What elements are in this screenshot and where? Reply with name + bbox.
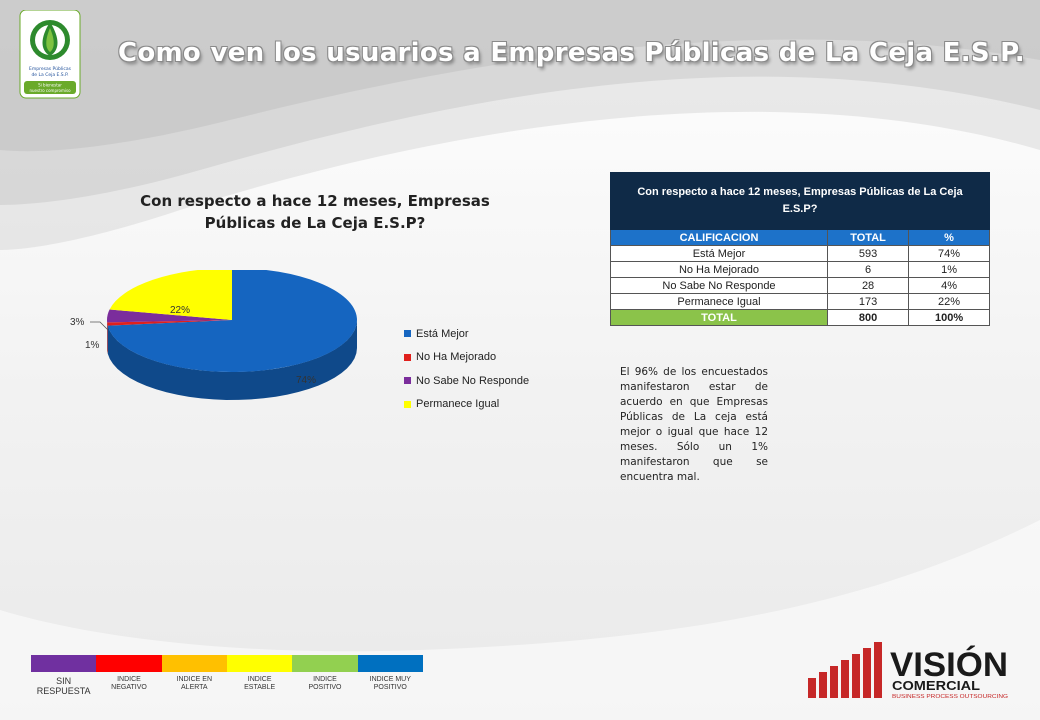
logo-text-2: de La Ceja E.S.P. xyxy=(31,72,68,78)
scale-item: SIN RESPUESTA xyxy=(31,655,97,696)
scale-label: SIN RESPUESTA xyxy=(36,676,91,696)
row-percent: 4% xyxy=(908,277,990,294)
scale-item: INDICE EN ALERTA xyxy=(161,655,227,696)
row-label: No Sabe No Responde xyxy=(610,277,828,294)
logo-text-1: Empresas Públicas xyxy=(29,65,72,72)
logo-text-4: nuestro compromiso xyxy=(29,88,71,93)
table-header-row: CALIFICACION TOTAL % xyxy=(610,229,990,246)
scale-item: INDICE ESTABLE xyxy=(226,655,293,696)
legend-label: Permanece Igual xyxy=(416,398,500,411)
table-row: Permanece Igual 173 22% xyxy=(610,293,990,310)
legend-item: Está Mejor xyxy=(404,322,554,346)
chart-title-line-1: Con respecto a hace 12 meses, Empresas xyxy=(140,192,490,210)
row-percent: 74% xyxy=(908,245,990,262)
header-total: TOTAL xyxy=(826,229,910,246)
pie-slice-side-0 xyxy=(107,320,357,400)
row-percent: 22% xyxy=(908,293,990,310)
header-percent: % xyxy=(908,229,990,246)
pie-slice-0 xyxy=(107,270,357,372)
scale-label: INDICE EN ALERTA xyxy=(176,676,213,691)
results-table: Con respecto a hace 12 meses, Empresas P… xyxy=(610,172,990,326)
scale-item: INDICE NEGATIVO xyxy=(96,655,162,696)
pie-slice-2 xyxy=(107,309,232,323)
total-percent: 100% xyxy=(908,309,990,326)
scale-swatch xyxy=(161,655,227,672)
table-title-row: Con respecto a hace 12 meses, Empresas P… xyxy=(610,172,990,230)
row-total: 6 xyxy=(826,261,910,278)
legend-label: No Sabe No Responde xyxy=(416,374,530,387)
row-total: 173 xyxy=(826,293,910,310)
legend-swatch xyxy=(404,400,411,408)
legend-item: No Sabe No Responde xyxy=(404,369,554,393)
pie-data-label-0: 74% xyxy=(296,375,316,386)
scale-swatch xyxy=(96,655,162,672)
chart-legend: Está Mejor No Ha Mejorado No Sabe No Respo… xyxy=(404,322,554,416)
index-scale: SIN RESPUESTA INDICE NEGATIVO INDICE EN … xyxy=(31,655,423,696)
row-label: Permanece Igual xyxy=(610,293,828,310)
legend-swatch xyxy=(404,330,411,338)
table-row: Está Mejor 593 74% xyxy=(610,245,990,262)
chart-title-line-2: Públicas de La Ceja E.S.P? xyxy=(204,214,426,232)
table-title: Con respecto a hace 12 meses, Empresas P… xyxy=(610,172,990,230)
pie-data-label-3: 22% xyxy=(170,305,190,316)
pie-slice-side-1 xyxy=(107,322,108,354)
scale-swatch xyxy=(292,655,358,672)
scale-item: INDICE MUY POSITIVO xyxy=(357,655,423,696)
logo-text-3: Si bienestar xyxy=(38,83,62,88)
vision-comercial-logo: VISIÓN COMERCIAL BUSINESS PROCESS OUTSOU… xyxy=(808,642,1008,700)
scale-swatch xyxy=(226,655,293,672)
summary-text: El 96% de los encuestados manifestaron e… xyxy=(620,366,768,483)
scale-item: INDICE POSITIVO xyxy=(292,655,358,696)
legend-item: Permanece Igual xyxy=(404,393,554,417)
pie-slice-1 xyxy=(107,320,232,326)
row-total: 28 xyxy=(826,277,910,294)
company-logo: Empresas Públicas de La Ceja E.S.P. Si b… xyxy=(19,10,81,99)
scale-swatch xyxy=(31,655,97,672)
row-total: 593 xyxy=(826,245,910,262)
scale-label: INDICE MUY POSITIVO xyxy=(369,676,411,691)
pie-leader-line xyxy=(90,321,109,331)
table-total-row: TOTAL 800 100% xyxy=(610,309,990,326)
chart-title: Con respecto a hace 12 meses, Empresas P… xyxy=(120,190,510,234)
brand-name-bottom: COMERCIAL xyxy=(892,678,980,693)
table-row: No Ha Mejorado 6 1% xyxy=(610,261,990,278)
header-calificacion: CALIFICACION xyxy=(610,229,828,246)
scale-label: INDICE POSITIVO xyxy=(308,676,342,691)
scale-label: INDICE NEGATIVO xyxy=(111,676,147,691)
legend-swatch xyxy=(404,353,411,361)
legend-label: No Ha Mejorado xyxy=(416,351,497,364)
legend-swatch xyxy=(404,377,411,385)
slide-title: Como ven los usuarios a Empresas Pública… xyxy=(118,38,1025,68)
pie-data-label-2: 3% xyxy=(70,317,85,328)
scale-swatch xyxy=(357,655,423,672)
row-percent: 1% xyxy=(908,261,990,278)
pie-data-label-1: 1% xyxy=(85,340,100,351)
total-label: TOTAL xyxy=(610,309,828,326)
total-count: 800 xyxy=(826,309,910,326)
row-label: No Ha Mejorado xyxy=(610,261,828,278)
brand-tagline: BUSINESS PROCESS OUTSOURCING xyxy=(892,694,1008,700)
row-label: Está Mejor xyxy=(610,245,828,262)
legend-label: Está Mejor xyxy=(416,327,469,340)
pie-slice-3 xyxy=(109,270,232,320)
legend-item: No Ha Mejorado xyxy=(404,346,554,370)
brand-name-top: VISIÓN xyxy=(890,646,1008,684)
table-row: No Sabe No Responde 28 4% xyxy=(610,277,990,294)
scale-label: INDICE ESTABLE xyxy=(244,676,276,691)
pie-chart: 74% 1% 3% 22% xyxy=(70,270,357,400)
